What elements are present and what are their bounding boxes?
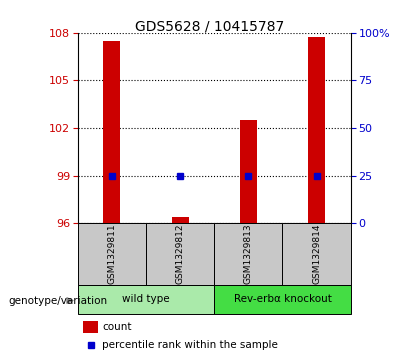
Bar [240, 120, 257, 223]
Text: GSM1329814: GSM1329814 [312, 224, 321, 284]
Text: genotype/variation: genotype/variation [8, 295, 108, 306]
Bar [78, 223, 146, 285]
Text: Rev-erbα knockout: Rev-erbα knockout [234, 294, 331, 305]
Bar [103, 41, 121, 223]
Text: percentile rank within the sample: percentile rank within the sample [102, 340, 278, 350]
Text: GSM1329813: GSM1329813 [244, 224, 253, 285]
Bar [78, 285, 214, 314]
Bar [171, 217, 189, 223]
Text: GSM1329811: GSM1329811 [108, 224, 116, 285]
Text: GSM1329812: GSM1329812 [176, 224, 184, 284]
Bar [308, 37, 325, 223]
Text: count: count [102, 322, 132, 332]
Text: GDS5628 / 10415787: GDS5628 / 10415787 [135, 20, 285, 34]
Bar [214, 285, 351, 314]
Bar [282, 223, 351, 285]
Bar [214, 223, 282, 285]
Text: wild type: wild type [122, 294, 170, 305]
Bar [146, 223, 214, 285]
Bar [83, 321, 98, 333]
